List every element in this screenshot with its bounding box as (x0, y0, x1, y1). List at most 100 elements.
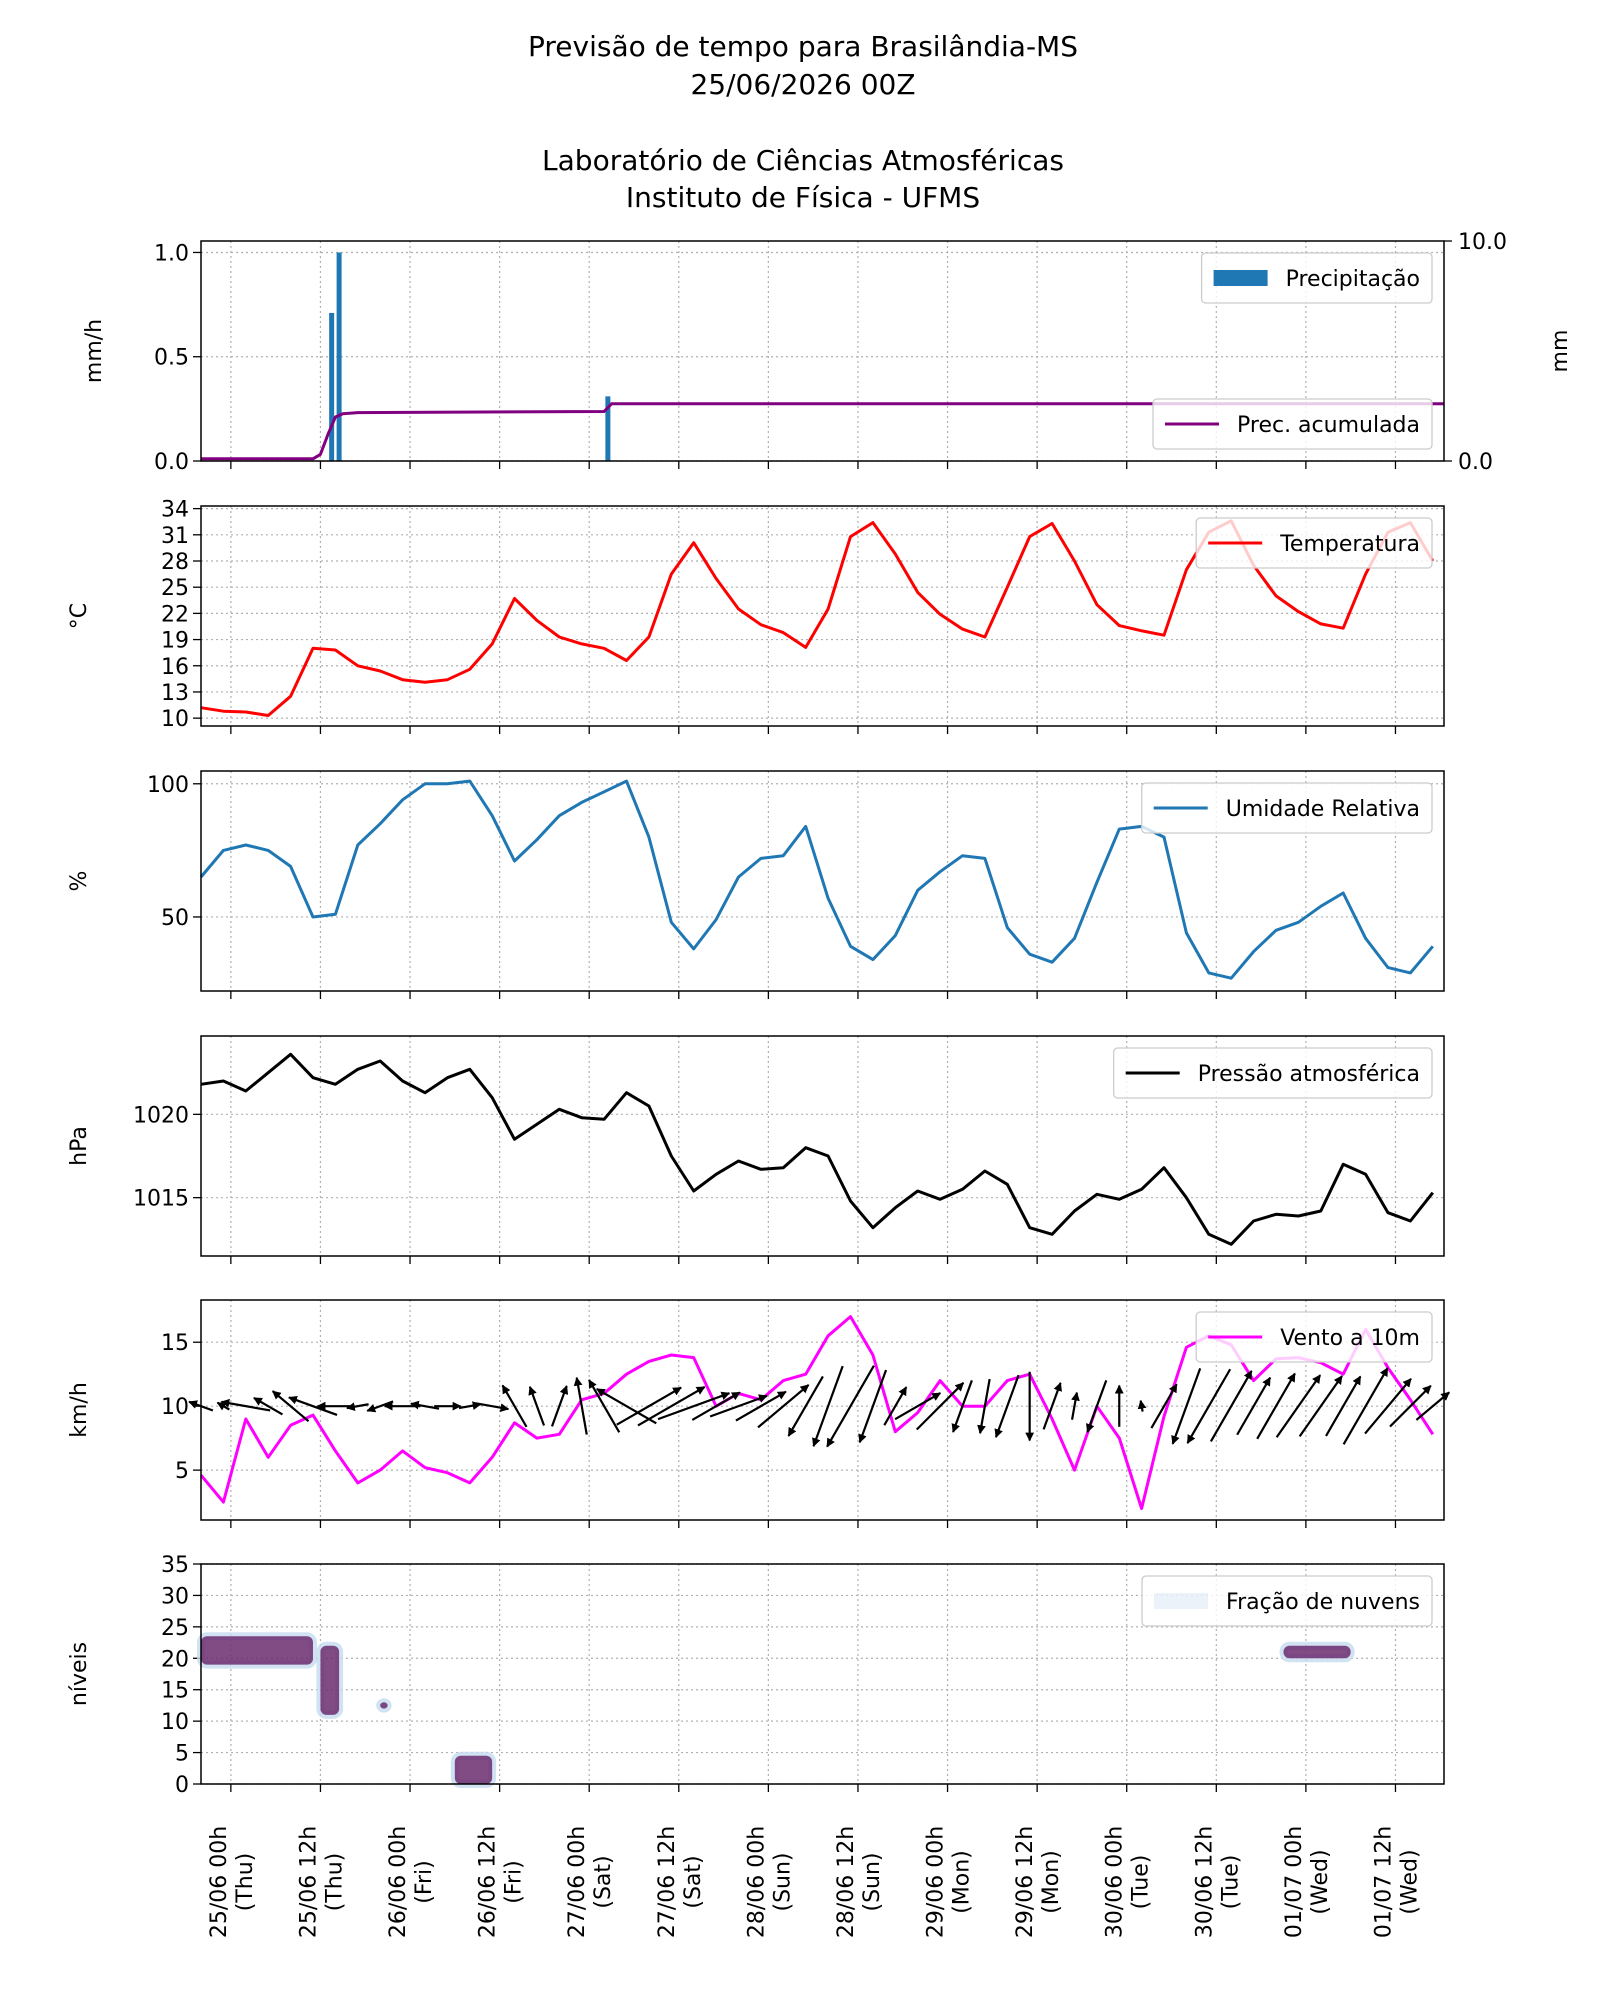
cloud-patch (316, 1641, 344, 1719)
wind-arrow (595, 1388, 657, 1425)
legend: Precipitação (1200, 252, 1433, 304)
x-tick-label: 26/06 12h(Fri) (476, 1826, 527, 1938)
wind-arrow (915, 1382, 965, 1431)
y-tick-label: 19 (161, 629, 189, 654)
legend: Umidade Relativa (1141, 782, 1433, 834)
bar (336, 252, 342, 461)
legend: Vento a 10m (1195, 1311, 1433, 1363)
wind-arrow (883, 1386, 908, 1426)
legend-swatch (1213, 270, 1268, 286)
wind-arrow (271, 1390, 310, 1423)
y-tick-label: 5 (175, 1742, 189, 1767)
y-tick-label: 50 (161, 906, 189, 931)
y-tick-label: 34 (161, 498, 189, 523)
wind-arrow (475, 1402, 510, 1412)
y-tick-label: 1.0 (154, 241, 189, 266)
wind-arrow (994, 1374, 1020, 1438)
x-tick-label: 28/06 12h(Sun) (834, 1826, 885, 1938)
page-title: Previsão de tempo para Brasilândia-MS (528, 30, 1078, 63)
legend: Temperatura (1195, 517, 1433, 569)
y-tick-label: 0.5 (154, 346, 189, 371)
legend-box (1141, 1575, 1433, 1627)
legend-label: Pressão atmosférica (1198, 1062, 1420, 1087)
legend-box (1200, 252, 1433, 304)
legend-label: Umidade Relativa (1226, 797, 1420, 822)
wind-arrow (573, 1376, 588, 1435)
institution: Laboratório de Ciências Atmosféricas (542, 144, 1064, 177)
wind-arrow (709, 1394, 768, 1418)
cloud-patch (450, 1751, 497, 1788)
line-series (201, 402, 1444, 461)
line-series (200, 1052, 1434, 1246)
x-tick-label: 30/06 00h(Tue) (1103, 1826, 1154, 1938)
wind-arrow (1364, 1378, 1412, 1435)
legend: Fração de nuvens (1141, 1575, 1433, 1627)
wind-arrow (288, 1395, 338, 1416)
wind-arrow (1137, 1399, 1147, 1412)
legend-label: Temperatura (1279, 532, 1420, 557)
y-axis-label: km/h (67, 1382, 92, 1438)
legend-label: Vento a 10m (1280, 1326, 1420, 1351)
wind-arrow (1236, 1376, 1272, 1436)
wind-arrow (501, 1384, 528, 1428)
wind-arrow (858, 1369, 888, 1444)
wind-arrow (1256, 1372, 1296, 1440)
wind-arrow (637, 1385, 706, 1427)
x-tick-label: 30/06 12h(Tue) (1192, 1826, 1243, 1938)
plot-frame (200, 1563, 1445, 1785)
wind-arrow (550, 1385, 569, 1427)
x-tick-label: 27/06 00h(Sat) (565, 1826, 616, 1938)
cloud-patch (1279, 1641, 1355, 1663)
plot-frame (200, 770, 1445, 992)
y2-tick-label: 10.0 (1458, 230, 1507, 255)
y-tick-label: 1015 (133, 1187, 189, 1212)
legend-box (1195, 1311, 1433, 1363)
wind-arrow (657, 1391, 731, 1421)
x-tick-label: 01/07 12h(Wed) (1371, 1826, 1422, 1938)
y-tick-label: 20 (161, 1647, 189, 1672)
x-tick-label: 01/07 00h(Wed) (1282, 1826, 1333, 1938)
legend: Prec. acumulada (1152, 398, 1433, 450)
wind-arrow (1389, 1384, 1432, 1428)
department: Instituto de Física - UFMS (626, 181, 980, 214)
y-tick-label: 28 (161, 550, 189, 575)
wind-arrow (1342, 1367, 1389, 1445)
y-tick-label: 31 (161, 524, 189, 549)
y-axis-label: mm/h (82, 319, 107, 383)
wind-arrow (253, 1396, 284, 1416)
y-tick-label: 10 (161, 707, 189, 732)
x-tick-label: 28/06 00h(Sun) (744, 1826, 795, 1938)
wind-arrow (757, 1384, 810, 1429)
y-tick-label: 35 (161, 1553, 189, 1578)
y-tick-label: 10 (161, 1710, 189, 1735)
legend-box (1195, 517, 1433, 569)
y-tick-label: 0 (175, 1773, 189, 1798)
y-axis-label: hPa (67, 1126, 92, 1166)
page-subtitle: 25/06/2026 00Z (690, 68, 915, 101)
wind-arrow (1150, 1383, 1178, 1429)
y-tick-label: 22 (161, 602, 189, 627)
y-axis-label: níveis (67, 1642, 92, 1706)
plot-frame (200, 505, 1445, 727)
legend: Pressão atmosférica (1113, 1047, 1433, 1099)
y2-axis-label: mm (1548, 330, 1573, 373)
legend-label: Precipitação (1286, 267, 1420, 292)
x-tick-label: 26/06 00h(Fri) (386, 1826, 437, 1938)
y-tick-label: 25 (161, 1616, 189, 1641)
y-tick-label: 5 (175, 1459, 189, 1484)
wind-arrow (894, 1392, 942, 1421)
x-tick-label: 25/06 00h(Thu) (207, 1826, 258, 1938)
wind-arrow (346, 1402, 369, 1412)
legend-label: Fração de nuvens (1226, 1590, 1420, 1615)
cloud-patch (197, 1632, 317, 1669)
cloud-patch (376, 1698, 392, 1713)
wind-arrow (588, 1379, 621, 1433)
y-tick-label: 30 (161, 1584, 189, 1609)
wind-arrow (1298, 1375, 1343, 1437)
wind-arrow (977, 1378, 991, 1435)
wind-arrow (735, 1390, 787, 1422)
wind-arrow (812, 1365, 844, 1448)
legend-label: Prec. acumulada (1237, 413, 1420, 438)
y2-tick-label: 0.0 (1458, 450, 1493, 475)
